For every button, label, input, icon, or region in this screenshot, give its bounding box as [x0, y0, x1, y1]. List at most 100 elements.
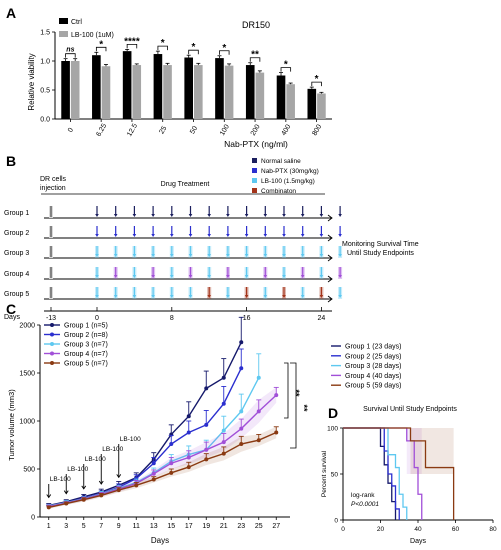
schedule-legend-swatch	[252, 188, 257, 193]
treatment-arrowhead	[151, 234, 155, 237]
treatment-arrowhead	[151, 254, 155, 257]
bar-ctrl	[92, 55, 101, 119]
series-point	[169, 442, 174, 447]
panel-c-x-tick-label: 23	[237, 523, 245, 530]
series-point	[186, 414, 191, 419]
schedule-legend-label: Normal saline	[261, 158, 301, 165]
panel-d-pvalue-label: P<0.0001	[351, 501, 379, 508]
lb100-arrow-label: LB-100	[85, 456, 106, 463]
series-line-group-2	[48, 367, 242, 508]
survival-legend-label: Group 2 (25 days)	[345, 353, 401, 360]
treatment-arrowhead	[170, 295, 174, 298]
legend-marker	[50, 361, 54, 365]
series-point	[239, 442, 244, 447]
treatment-arrowhead	[95, 295, 99, 298]
panel-c-x-tick-label: 13	[150, 523, 158, 530]
schedule-header-left-line1: DR cells	[40, 176, 67, 183]
series-point	[151, 471, 156, 476]
series-point	[256, 375, 261, 380]
treatment-arrowhead	[282, 275, 286, 278]
series-point	[221, 401, 226, 406]
schedule-day-tick-label: -13	[46, 315, 56, 322]
panel-a-x-tick-label: 25	[158, 125, 168, 135]
schedule-days-label: Days	[4, 314, 20, 321]
treatment-arrowhead	[319, 234, 324, 237]
panel-c-x-tick-label: 1	[47, 523, 51, 530]
treatment-arrowhead	[263, 214, 268, 217]
treatment-arrowhead	[282, 295, 286, 298]
survival-legend-label: Group 5 (59 days)	[345, 383, 401, 390]
panel-a-y-axis-label: Relative viability	[27, 53, 36, 110]
bar-ctrl	[184, 57, 193, 119]
series-point	[186, 455, 191, 460]
treatment-arrowhead	[263, 234, 268, 237]
treatment-arrowhead	[282, 214, 286, 217]
treatment-arrowhead	[132, 295, 137, 298]
lb100-arrowhead	[81, 485, 87, 490]
treatment-arrowhead	[188, 254, 193, 257]
panel-d-y-axis-label: Percent survival	[321, 450, 328, 497]
treatment-arrowhead	[151, 214, 155, 217]
panel-label-d: D	[328, 405, 338, 421]
legend-label-group-1: Group 1 (n=5)	[64, 323, 108, 330]
series-line-group-5	[48, 431, 277, 509]
treatment-arrowhead	[282, 234, 286, 237]
treatment-arrowhead	[188, 275, 193, 278]
series-point	[221, 375, 226, 380]
panel-d-x-tick-label: 60	[452, 526, 460, 533]
bar-lb100	[286, 84, 295, 119]
significance-label: *	[284, 60, 288, 71]
panel-c-x-tick-label: 5	[82, 523, 86, 530]
panel-label-b: B	[6, 153, 16, 169]
significance-bracket	[249, 57, 261, 62]
treatment-arrowhead	[95, 275, 99, 278]
series-point	[256, 438, 261, 443]
treatment-arrowhead	[244, 275, 249, 278]
treatment-arrowhead	[188, 214, 193, 217]
panel-d-y-tick-label: 0	[334, 518, 338, 525]
lb100-arrowhead	[63, 490, 69, 495]
schedule-legend-swatch	[252, 178, 257, 183]
panel-a-x-tick-label: 6.25	[95, 123, 108, 138]
treatment-arrowhead	[300, 254, 305, 257]
treatment-arrowhead	[207, 295, 211, 298]
treatment-arrowhead	[151, 275, 155, 278]
panel-d-title: Survival Until Study Endpoints	[363, 406, 457, 413]
panel-a-x-tick-label: 12.5	[126, 123, 139, 138]
treatment-arrowhead	[151, 295, 155, 298]
panel-a-y-tick-label: 1.5	[40, 30, 50, 37]
series-point	[274, 393, 279, 398]
panel-a-x-tick-label: 400	[281, 123, 293, 137]
treatment-arrowhead	[244, 234, 249, 237]
bar-ctrl	[215, 58, 224, 119]
schedule-legend-swatch	[252, 158, 257, 163]
panel-c-x-tick-label: 27	[272, 523, 280, 530]
significance-label: *	[192, 42, 196, 53]
bar-ctrl	[61, 61, 70, 119]
panel-c-x-tick-label: 25	[255, 523, 263, 530]
panel-c-x-tick-label: 11	[133, 523, 140, 530]
panel-c-x-axis-label: Days	[151, 536, 169, 545]
panel-d-y-tick-label: 50	[331, 472, 339, 479]
lb100-arrow-label: LB-100	[102, 446, 123, 453]
bar-ctrl	[245, 65, 255, 119]
series-point	[256, 409, 261, 414]
schedule-legend-label: LB-100 (1.5mg/kg)	[261, 178, 315, 185]
panel-c-sig-label-2: **	[299, 404, 309, 412]
survival-curve-group-5	[343, 427, 455, 520]
significance-label: **	[251, 50, 259, 61]
significance-bracket	[95, 46, 107, 52]
schedule-day-tick-label: 16	[243, 315, 251, 322]
lb100-arrowhead	[116, 474, 122, 479]
schedule-legend-swatch	[252, 168, 257, 173]
significance-label: ****	[124, 36, 140, 47]
treatment-arrowhead	[263, 295, 268, 298]
series-point	[221, 451, 226, 456]
series-point	[204, 386, 209, 391]
series-point	[151, 477, 156, 482]
survival-legend-label: Group 3 (28 days)	[345, 363, 401, 370]
treatment-arrowhead	[244, 254, 249, 257]
series-point	[64, 501, 69, 506]
series-point	[221, 440, 226, 445]
treatment-arrowhead	[170, 214, 174, 217]
